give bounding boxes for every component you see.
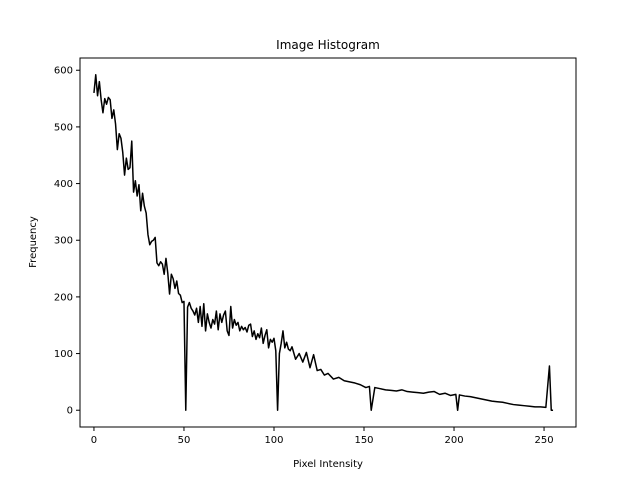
y-tick-label: 0: [67, 406, 73, 417]
x-tick-label: 50: [178, 435, 191, 446]
y-tick-label: 600: [54, 66, 73, 77]
x-tick-label: 0: [91, 435, 97, 446]
plot-area: [93, 74, 554, 411]
x-axis-label: Pixel Intensity: [293, 459, 363, 470]
y-axis: 0 100 200 300 400 500 600: [54, 66, 80, 417]
chart-title: Image Histogram: [276, 38, 380, 52]
x-axis: 0 50 100 150 200 250: [91, 427, 554, 446]
y-axis-label: Frequency: [28, 216, 39, 268]
y-tick-label: 200: [54, 292, 73, 303]
axes-frame: [79, 57, 577, 428]
y-tick-label: 400: [54, 179, 73, 190]
x-tick-label: 100: [264, 435, 283, 446]
y-tick-label: 500: [54, 122, 73, 133]
x-tick-label: 250: [534, 435, 553, 446]
series-line-0: [93, 74, 554, 411]
x-tick-label: 150: [354, 435, 373, 446]
x-tick-label: 200: [444, 435, 463, 446]
y-tick-label: 100: [54, 349, 73, 360]
y-tick-label: 300: [54, 236, 73, 247]
